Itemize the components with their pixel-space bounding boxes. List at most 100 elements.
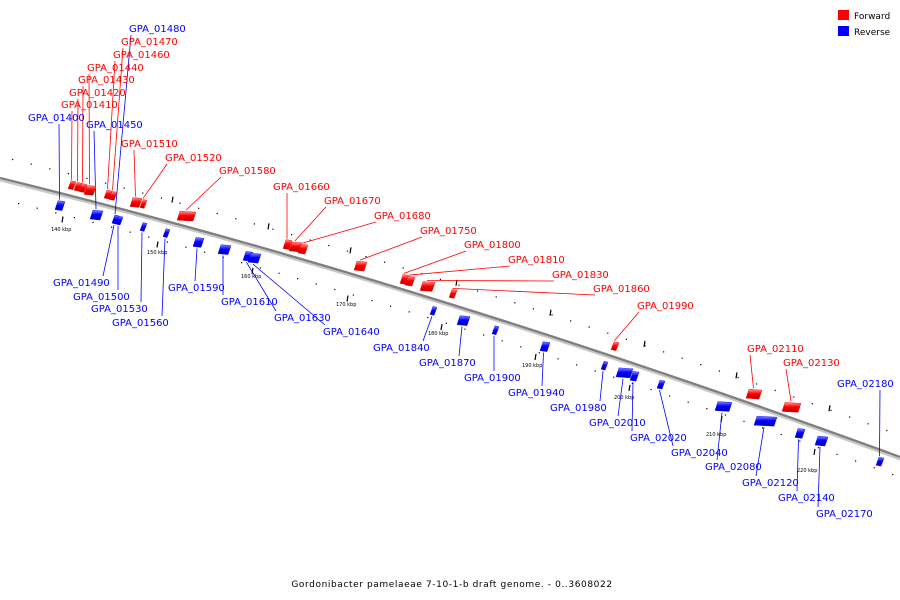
gene-feature-gpa_02140[interactable] <box>794 428 806 439</box>
gene-feature-gpa_02080[interactable] <box>714 401 733 412</box>
gene-feature-gpa_01860[interactable] <box>448 289 458 299</box>
gene-label[interactable]: GPA_02130 <box>783 358 840 369</box>
gene-label[interactable]: GPA_01470 <box>121 37 178 48</box>
gene-block <box>217 244 232 255</box>
gene-label[interactable]: GPA_02040 <box>671 448 728 459</box>
gene-block <box>78 183 88 193</box>
gene-feature-gpa_01680[interactable] <box>297 243 309 255</box>
gene-label[interactable]: GPA_01810 <box>508 255 565 266</box>
gene-label[interactable]: GPA_01840 <box>373 343 430 354</box>
gene-label[interactable]: GPA_01870 <box>419 358 476 369</box>
gene-label[interactable]: GPA_01510 <box>121 139 178 150</box>
gene-label[interactable]: GPA_01490 <box>53 278 110 289</box>
gene-label[interactable]: GPA_01450 <box>86 120 143 131</box>
gene-feature-gpa_01870[interactable] <box>456 315 471 326</box>
gene-label[interactable]: GPA_02110 <box>747 344 804 355</box>
gene-label[interactable]: GPA_01500 <box>73 292 130 303</box>
gene-feature-gpa_01640[interactable] <box>247 252 262 264</box>
gene-label[interactable]: GPA_01640 <box>323 327 380 338</box>
gene-label[interactable]: GPA_02120 <box>742 478 799 489</box>
gene-label[interactable]: GPA_01420 <box>69 88 126 99</box>
gene-feature-gpa_02130[interactable] <box>781 402 802 413</box>
gene-label[interactable]: GPA_01520 <box>165 153 222 164</box>
gene-feature-gpa_01750[interactable] <box>353 260 368 272</box>
gene-label[interactable]: GPA_01560 <box>112 318 169 329</box>
gene-feature-gpa_01470[interactable] <box>108 191 118 201</box>
leader-line <box>755 427 765 477</box>
gene-feature-gpa_01610[interactable] <box>217 244 232 255</box>
gene-feature-gpa_02040[interactable] <box>656 379 666 390</box>
leader-line <box>614 311 640 341</box>
scale-dot <box>811 403 813 405</box>
gene-label[interactable]: GPA_01830 <box>552 270 609 281</box>
gene-feature-gpa_01590[interactable] <box>192 237 205 248</box>
scale-ticks: 140 kbp 150 kbp 160 kbp 170 kbp 180 kbp … <box>51 196 831 474</box>
gene-label[interactable]: GPA_01860 <box>593 284 650 295</box>
gene-feature-gpa_02110[interactable] <box>745 388 763 400</box>
gene-label[interactable]: GPA_02170 <box>816 509 873 520</box>
gene-label[interactable]: GPA_02020 <box>630 433 687 444</box>
gene-label[interactable]: GPA_01440 <box>87 63 144 74</box>
gene-feature-gpa_02170[interactable] <box>814 435 829 447</box>
gene-feature-gpa_01830[interactable] <box>419 281 436 292</box>
gene-label[interactable]: GPA_01660 <box>273 182 330 193</box>
gene-feature-gpa_01980[interactable] <box>600 360 609 371</box>
gene-label[interactable]: GPA_01460 <box>113 50 170 61</box>
gene-feature-gpa_01660[interactable] <box>282 239 293 250</box>
leader-line <box>102 224 115 277</box>
scale-dot <box>594 370 596 372</box>
gene-feature-gpa_01520[interactable] <box>139 199 148 209</box>
gene-block <box>54 200 66 211</box>
scale-dot <box>427 316 429 319</box>
gene-feature-gpa_01810[interactable] <box>404 275 416 287</box>
scale-dot <box>483 334 485 336</box>
scale-dot <box>477 290 479 292</box>
gene-label[interactable]: GPA_01940 <box>508 388 565 399</box>
gene-feature-gpa_01410[interactable] <box>67 180 77 190</box>
gene-label[interactable]: GPA_02080 <box>705 462 762 473</box>
gene-label[interactable]: GPA_01980 <box>550 403 607 414</box>
gene-label[interactable]: GPA_01400 <box>28 113 85 124</box>
gene-feature-gpa_01560[interactable] <box>162 228 171 238</box>
gene-label[interactable]: GPA_01580 <box>219 166 276 177</box>
scale-dot <box>36 207 38 209</box>
gene-label[interactable]: GPA_01530 <box>91 304 148 315</box>
scale-dot <box>743 420 745 423</box>
gene-label[interactable]: GPA_01670 <box>324 196 381 207</box>
gene-feature-gpa_01500[interactable] <box>115 215 124 226</box>
gene-feature-gpa_01440[interactable] <box>83 185 97 196</box>
gene-feature-gpa_01530[interactable] <box>139 222 148 232</box>
scale-dot <box>185 246 187 248</box>
gene-feature-gpa_01400[interactable] <box>54 200 66 211</box>
gene-feature-gpa_01840[interactable] <box>429 306 438 316</box>
gene-label[interactable]: GPA_01590 <box>168 283 225 294</box>
gene-feature-gpa_02010[interactable] <box>615 367 634 379</box>
gene-feature-gpa_01510[interactable] <box>129 197 143 208</box>
gene-feature-gpa_02180[interactable] <box>875 456 885 467</box>
gene-label[interactable]: GPA_01680 <box>374 211 431 222</box>
scale-dot <box>650 389 652 391</box>
gene-label[interactable]: GPA_02010 <box>589 418 646 429</box>
gene-feature-gpa_01990[interactable] <box>610 341 620 351</box>
gene-label[interactable]: GPA_02140 <box>778 493 835 504</box>
gene-label[interactable]: GPA_01630 <box>274 313 331 324</box>
gene-feature-gpa_01940[interactable] <box>539 341 551 352</box>
gene-label[interactable]: GPA_01480 <box>129 24 186 35</box>
gene-feature-gpa_01580[interactable] <box>176 210 197 222</box>
gene-label[interactable]: GPA_02180 <box>837 379 894 390</box>
gene-feature-gpa_01430[interactable] <box>78 183 88 193</box>
gene-label[interactable]: GPA_01430 <box>78 75 135 86</box>
gene-label[interactable]: GPA_01610 <box>221 297 278 308</box>
gene-feature-gpa_02120[interactable] <box>753 415 778 427</box>
gene-feature-gpa_01900[interactable] <box>491 325 500 336</box>
gene-label[interactable]: GPA_01800 <box>464 240 521 251</box>
gene-label[interactable]: GPA_01410 <box>61 100 118 111</box>
gene-feature-gpa_01450[interactable] <box>89 209 104 221</box>
gene-block <box>456 315 471 326</box>
gene-label[interactable]: GPA_01900 <box>464 373 521 384</box>
gene-block <box>875 456 885 467</box>
gene-label[interactable]: GPA_01990 <box>637 301 694 312</box>
gene-feature-gpa_02020[interactable] <box>629 370 640 382</box>
gene-label[interactable]: GPA_01750 <box>420 226 477 237</box>
